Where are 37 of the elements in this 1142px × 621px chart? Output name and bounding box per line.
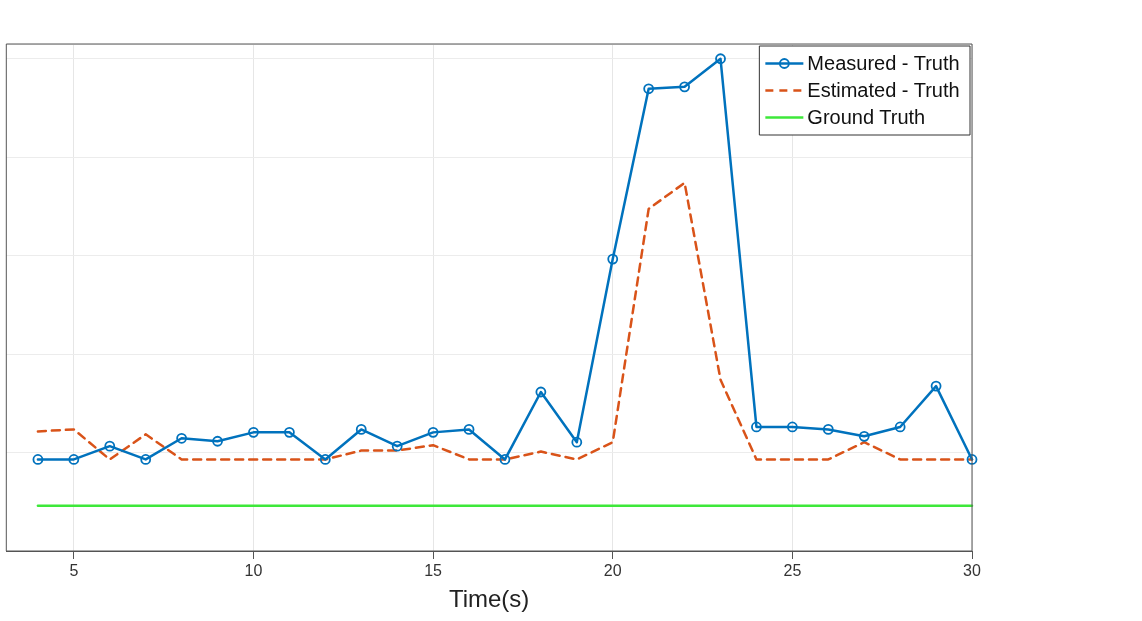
- point: [463, 424, 475, 435]
- point: [212, 435, 223, 447]
- x-axis-title: Time(s): [448, 585, 530, 613]
- point: [68, 454, 80, 465]
- point: [176, 432, 188, 444]
- point: [571, 436, 583, 448]
- x-tick-label: 30: [963, 562, 981, 580]
- point: [140, 454, 152, 465]
- point: [535, 386, 547, 398]
- point: [930, 380, 942, 392]
- point: [966, 454, 978, 465]
- point: [355, 424, 367, 435]
- point: [248, 426, 259, 438]
- point: [104, 440, 116, 452]
- point: [715, 53, 726, 65]
- x-tick-label: 20: [603, 562, 622, 580]
- legend-label: Ground Truth: [807, 106, 926, 129]
- point: [822, 424, 834, 435]
- point: [679, 81, 690, 93]
- x-tick-label: 10: [244, 562, 263, 580]
- point: [32, 454, 44, 465]
- x-tick-label: 25: [783, 562, 802, 580]
- point: [894, 421, 906, 433]
- point: [607, 253, 619, 265]
- point: [643, 83, 655, 95]
- point: [751, 421, 762, 433]
- legend-label: Measured - Truth: [807, 52, 960, 75]
- point: [786, 421, 798, 433]
- point: [858, 430, 870, 442]
- point: [391, 440, 403, 452]
- x-tick-label: 5: [69, 562, 79, 580]
- point: [499, 454, 511, 465]
- point: [319, 454, 331, 465]
- legend-label: Estimated - Truth: [807, 79, 960, 102]
- x-tick-label: 15: [424, 562, 443, 580]
- point: [284, 426, 295, 438]
- point: [427, 426, 439, 438]
